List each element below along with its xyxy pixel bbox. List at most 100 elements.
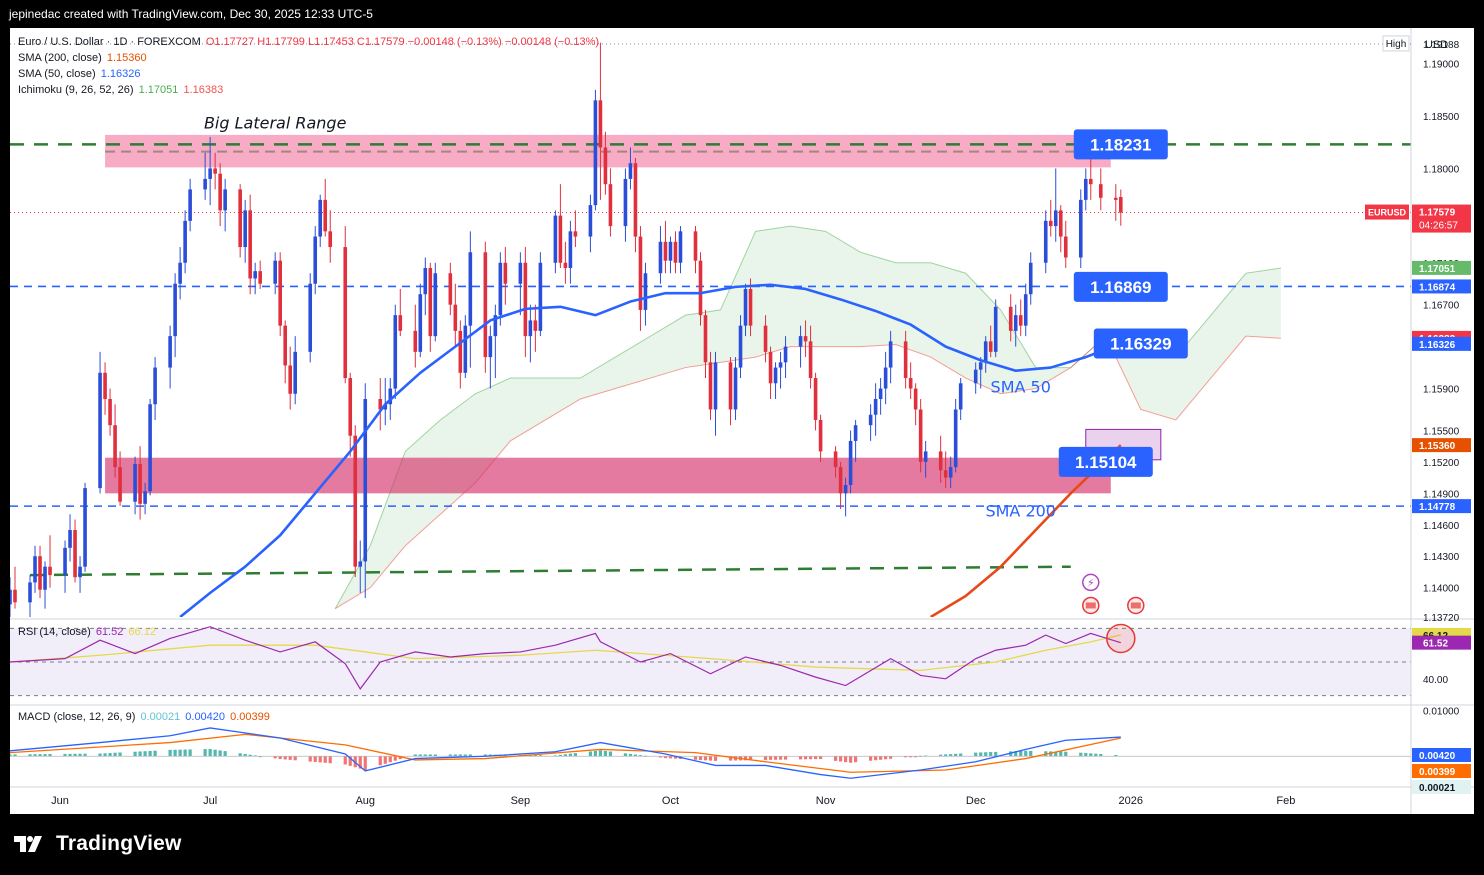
candle-body <box>1043 220 1048 263</box>
price-chart[interactable]: Big Lateral Range 1.18231 1.16869 1.16329 1.… <box>10 28 1474 814</box>
candle-body <box>433 273 438 337</box>
chart-frame[interactable]: Big Lateral Range 1.18231 1.16869 1.16329 1.… <box>10 28 1474 814</box>
candle-body <box>348 378 353 436</box>
price-callout-text: 1.16869 <box>1090 278 1151 297</box>
macd-histogram-bar <box>598 750 603 757</box>
price-tick-label: 1.14300 <box>1423 552 1460 563</box>
price-callout-box <box>1058 446 1153 477</box>
macd-histogram-bar <box>1059 751 1063 757</box>
price-callout-box <box>1073 129 1168 160</box>
legend-sma50-row[interactable]: SMA (50, close) 1.16326 <box>18 66 140 82</box>
candle-body <box>713 362 718 410</box>
candle-body <box>503 262 508 284</box>
date-tick-label: Nov <box>816 795 836 807</box>
candle-body <box>118 467 122 502</box>
legend-ichimoku-row[interactable]: Ichimoku (9, 26, 52, 26) 1.17051 1.16383 <box>18 82 223 98</box>
macd-histogram-bar <box>743 756 748 761</box>
tradingview-logo-icon <box>14 836 42 852</box>
macd-histogram-bar <box>133 751 137 757</box>
macd-histogram-bar <box>213 749 217 757</box>
candle-body <box>428 268 433 337</box>
price-tick-label: 1.15500 <box>1423 426 1460 437</box>
sma50-line <box>179 283 1122 617</box>
macd-histogram-bar <box>1079 752 1083 757</box>
macd-value-tag-text: 0.00420 <box>1419 751 1456 762</box>
main-pane: Big Lateral Range 1.18231 1.16869 1.16329 1.… <box>10 42 1411 617</box>
macd-histogram-bar <box>1084 753 1088 757</box>
macd-histogram-bar <box>748 756 753 761</box>
sma-annotation: SMA 50 <box>991 378 1051 397</box>
tradingview-logo[interactable]: TradingView <box>14 832 182 856</box>
macd-histogram-bar <box>869 756 873 761</box>
macd-histogram-bar <box>148 750 152 757</box>
candle-body <box>108 399 112 426</box>
macd-histogram-bar <box>173 749 177 757</box>
candle-body <box>133 463 137 502</box>
macd-histogram-bar <box>914 756 918 758</box>
candle-body <box>78 566 82 578</box>
macd-histogram-bar <box>458 754 462 757</box>
candle-body <box>643 273 648 310</box>
macd-histogram-bar <box>808 756 813 760</box>
candle-body <box>358 561 363 567</box>
macd-histogram-bar <box>889 756 893 759</box>
macd-histogram-bar <box>183 749 187 757</box>
ichimoku-cloud-segment <box>930 262 966 379</box>
legend-sma200-row[interactable]: SMA (200, close) 1.15360 <box>18 50 147 66</box>
candle-body <box>533 320 538 331</box>
price-tick-label: 1.14600 <box>1423 521 1460 532</box>
candle-body <box>363 399 368 562</box>
candle-body <box>803 336 808 342</box>
rsi-tag <box>1412 635 1471 650</box>
candle-body <box>68 530 72 548</box>
legend-macd-label: MACD (close, 12, 26, 9) <box>18 711 136 723</box>
candle-body <box>308 283 313 352</box>
macd-histogram-bar <box>223 751 227 757</box>
candle-body <box>638 236 643 310</box>
symbol-price-badge-text: EURUSD <box>1368 208 1407 218</box>
candle-body <box>523 262 528 337</box>
macd-histogram-bar <box>448 754 452 757</box>
candle-body <box>558 215 563 263</box>
legend-rsi-v2: 66.12 <box>128 626 156 638</box>
legend-symbol: Euro / U.S. Dollar · 1D · FOREXCOM <box>18 36 201 48</box>
legend-sma200-value: 1.15360 <box>106 52 147 64</box>
macd-histogram-bar <box>713 756 718 761</box>
macd-histogram-bar <box>954 753 958 757</box>
macd-histogram-bar <box>979 752 983 757</box>
candle-body <box>913 388 918 410</box>
legend-macd-v3: 0.00399 <box>230 711 270 723</box>
candle-body <box>848 440 853 485</box>
candle-body <box>868 414 873 426</box>
candle-body <box>183 220 187 263</box>
macd-histogram-bar <box>243 754 247 757</box>
macd-histogram-bar <box>98 753 102 757</box>
candle-body <box>798 336 803 347</box>
candle-body <box>148 404 152 492</box>
candle-body <box>1058 210 1063 237</box>
macd-histogram-bar <box>273 756 277 759</box>
candle-body <box>238 189 242 248</box>
date-tick-label: Dec <box>966 795 986 807</box>
macd-histogram-bar <box>293 756 297 761</box>
candle-body <box>588 205 593 237</box>
macd-histogram-bar <box>849 756 853 763</box>
macd-pane <box>10 727 1411 779</box>
candle-body <box>948 467 953 478</box>
candle-body <box>153 367 157 405</box>
legend-rsi-row[interactable]: RSI (14, close) 61.52 66.12 <box>18 624 156 640</box>
legend-rsi-v1: 61.52 <box>95 626 124 638</box>
candle-body <box>1083 178 1088 200</box>
candle-body <box>493 315 498 337</box>
candle-body <box>103 372 107 400</box>
ichimoku-cloud-segment <box>1245 268 1281 339</box>
candle-body <box>668 241 673 261</box>
macd-histogram-bar <box>358 756 362 769</box>
price-callout-box <box>1093 328 1188 359</box>
candle-body <box>113 425 117 468</box>
candle-body <box>353 435 358 567</box>
ichimoku-cloud-segment <box>440 393 476 515</box>
macd-histogram-bar <box>538 755 542 757</box>
candle-body <box>63 547 67 576</box>
legend-macd-row[interactable]: MACD (close, 12, 26, 9) 0.00021 0.00420 … <box>18 709 270 725</box>
